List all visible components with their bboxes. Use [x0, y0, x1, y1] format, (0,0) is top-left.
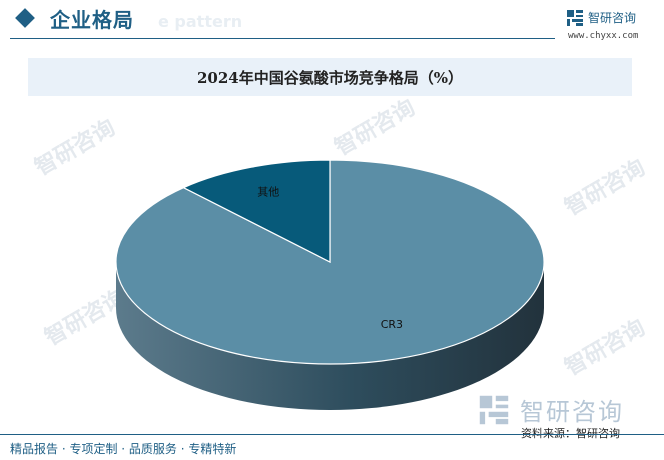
header-divider: [10, 38, 555, 39]
pie-slice-other: [182, 159, 331, 263]
brand-logo-icon: [567, 10, 583, 26]
pie-side-wall: [116, 262, 544, 410]
section-title: 企业格局: [50, 8, 134, 32]
pie-label-other: 其他: [257, 186, 279, 199]
watermark-logo-icon: [479, 395, 509, 425]
pie-label-cr3: CR3: [381, 318, 403, 331]
watermark-brand-text: 智研咨询: [520, 398, 624, 426]
footer-divider: [0, 434, 664, 435]
source-note: 资料来源：智研咨询: [521, 427, 620, 440]
chart-title-band: 2024年中国谷氨酸市场竞争格局（%）: [28, 58, 632, 96]
brand-name: 智研咨询: [588, 11, 637, 25]
header: e pattern 企业格局 智研咨询 www.chyxx.com: [0, 0, 664, 44]
brand: 智研咨询 www.chyxx.com: [566, 8, 660, 41]
chart-title: 2024年中国谷氨酸市场竞争格局（%）: [196, 69, 463, 87]
header-ghost-text: e pattern: [158, 12, 243, 31]
brand-url: www.chyxx.com: [568, 31, 639, 41]
footer-tagline: 精品报告 · 专项定制 · 品质服务 · 专精特新: [10, 442, 237, 456]
